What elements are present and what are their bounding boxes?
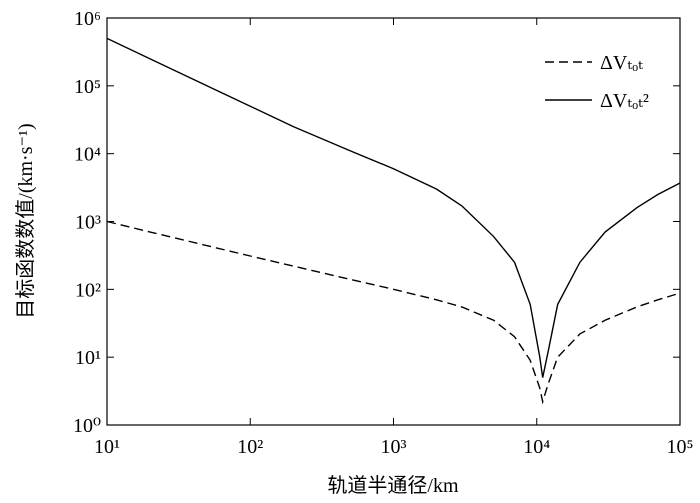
y-tick-label: 10³ (75, 212, 101, 234)
x-tick-label: 10¹ (94, 436, 120, 458)
y-tick-label: 10⁶ (74, 8, 101, 30)
x-tick-label: 10³ (381, 436, 407, 458)
y-tick-label: 10⁰ (73, 415, 101, 437)
x-axis-label: 轨道半通径/km (327, 474, 459, 497)
x-tick-label: 10² (237, 436, 263, 458)
y-tick-label: 10⁴ (74, 144, 101, 166)
y-tick-label: 10¹ (75, 347, 101, 369)
series-line (106, 220, 681, 405)
y-tick-label: 10² (75, 279, 101, 301)
y-axis-label: 目标函数数值/(km·s⁻¹) (14, 123, 37, 318)
x-tick-label: 10⁴ (523, 436, 550, 458)
legend-label: ΔVₜₒₜ² (600, 90, 649, 112)
x-tick-label: 10⁵ (667, 436, 694, 458)
legend-label: ΔVₜₒₜ (600, 52, 643, 74)
series-line (106, 37, 681, 378)
y-tick-label: 10⁵ (74, 76, 101, 98)
